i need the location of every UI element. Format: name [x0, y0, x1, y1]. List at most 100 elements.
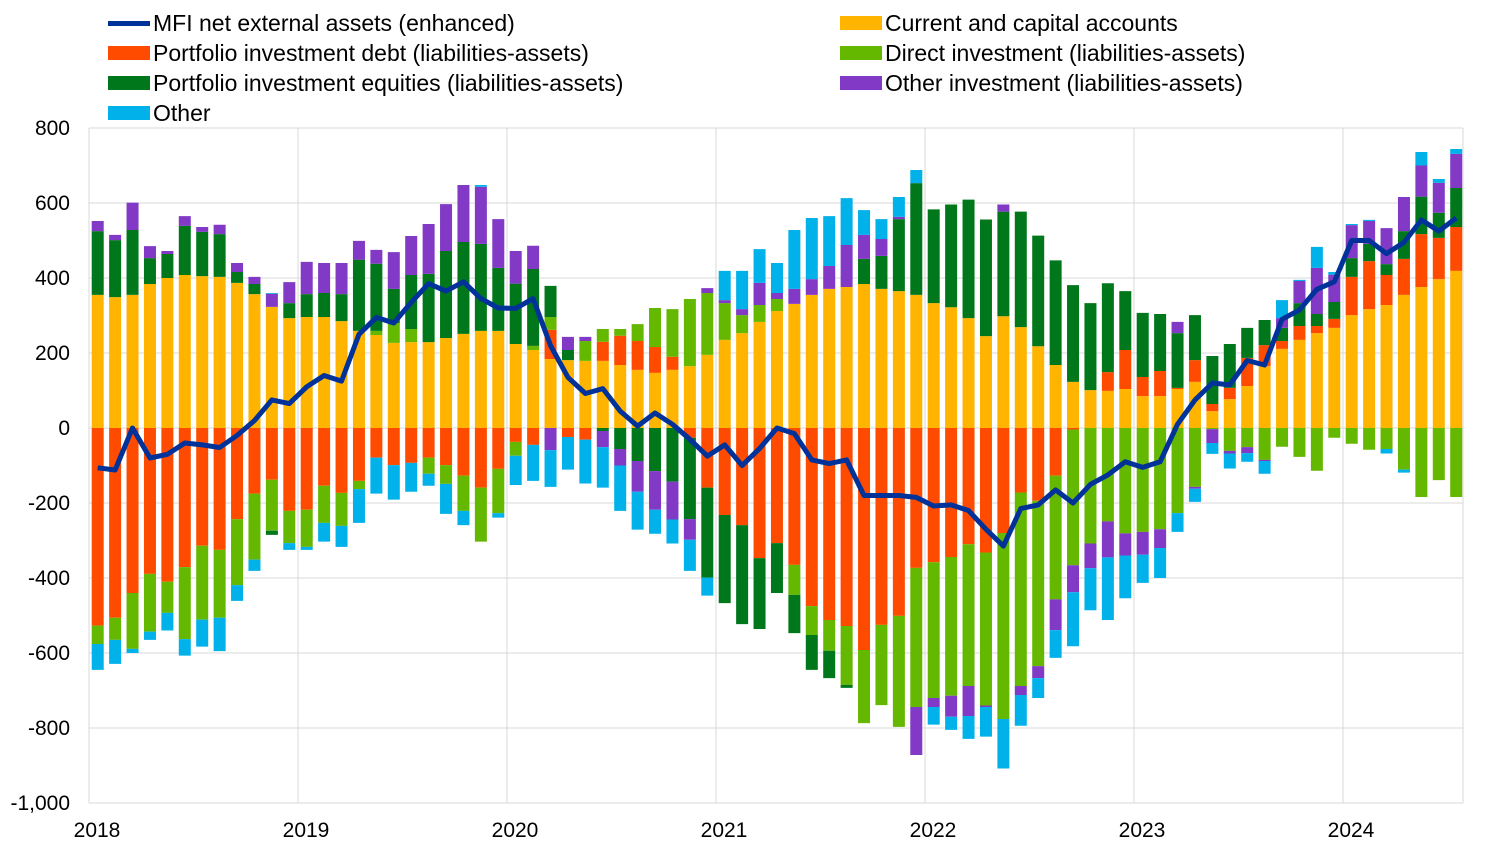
bar-segment	[1276, 348, 1289, 428]
bar-segment	[683, 519, 696, 540]
bar-segment	[927, 303, 940, 428]
bar-segment	[805, 635, 818, 670]
bar-segment	[248, 493, 261, 560]
bar-segment	[875, 239, 888, 256]
bar-segment	[910, 707, 923, 755]
bar-segment	[457, 242, 470, 334]
x-tick-label: 2022	[910, 819, 957, 842]
legend-item-pi-equities: Portfolio investment equities (liabiliti…	[108, 69, 623, 97]
bar-segment	[945, 716, 958, 730]
bar-segment	[1450, 270, 1463, 428]
y-tick-label: 400	[35, 267, 70, 290]
bar-segment	[1171, 513, 1184, 532]
bar-segment	[701, 577, 714, 596]
bar-segment	[823, 620, 836, 651]
bar-segment	[561, 350, 574, 361]
bar-segment	[1380, 428, 1393, 449]
bar-segment	[422, 457, 435, 474]
bar-segment	[1049, 260, 1062, 365]
x-tick-label: 2021	[701, 819, 748, 842]
bar-segment	[614, 335, 627, 365]
bar-segment	[370, 249, 383, 264]
bar-segment	[910, 183, 923, 295]
bar-segment	[579, 341, 592, 361]
bar-segment	[91, 428, 104, 626]
bar-segment	[1119, 350, 1132, 389]
bar-segment	[1136, 377, 1149, 397]
bar-segment	[231, 428, 244, 520]
bar-segment	[1206, 429, 1219, 443]
bar-segment	[701, 487, 714, 578]
legend-label: Portfolio investment debt (liabilities-a…	[153, 39, 589, 66]
bar-segment	[161, 581, 174, 613]
bar-segment	[126, 202, 139, 230]
bar-segment	[300, 294, 313, 317]
legend-item-other-investment: Other investment (liabilities-assets)	[840, 69, 1243, 97]
bar-segment	[1032, 500, 1045, 667]
bar-segment	[213, 617, 226, 652]
bar-segment	[683, 428, 696, 438]
bar-segment	[1032, 666, 1045, 679]
bar-segment	[370, 330, 383, 335]
bar-segment	[126, 593, 139, 649]
bar-segment	[283, 428, 296, 511]
bar-segment	[1328, 327, 1341, 428]
bar-segment	[1136, 531, 1149, 555]
bar-segment	[649, 471, 662, 510]
bar-segment	[1450, 227, 1463, 271]
bar-segment	[457, 475, 470, 511]
bar-segment	[1136, 396, 1149, 428]
bar-segment	[1136, 312, 1149, 377]
bar-segment	[492, 513, 505, 518]
bar-segment	[596, 431, 609, 448]
bar-segment	[561, 437, 574, 470]
bar-segment	[1363, 243, 1376, 262]
x-tick-label: 2019	[283, 819, 330, 842]
bar-segment	[979, 428, 992, 553]
bar-segment	[422, 428, 435, 458]
bar-segment	[631, 491, 644, 530]
bar-segment	[352, 259, 365, 331]
bar-segment	[788, 303, 801, 428]
bar-segment	[1136, 428, 1149, 532]
bar-segment	[788, 288, 801, 304]
bar-segment	[1067, 592, 1080, 647]
bar-segment	[492, 267, 505, 331]
bar-segment	[1101, 283, 1114, 373]
bar-segment	[997, 316, 1010, 428]
bar-segment	[161, 254, 174, 278]
bar-segment	[1241, 453, 1254, 462]
bar-segment	[1188, 428, 1201, 487]
bar-segment	[1415, 165, 1428, 197]
bar-segment	[352, 489, 365, 523]
bar-segment	[544, 359, 557, 428]
legend-label: Current and capital accounts	[885, 9, 1178, 36]
bar-segment	[370, 263, 383, 331]
bar-segment	[666, 369, 679, 428]
bar-segment	[440, 428, 453, 466]
bar-segment	[1397, 469, 1410, 473]
bar-segment	[335, 492, 348, 526]
bar-segment	[91, 294, 104, 428]
bar-segment	[509, 344, 522, 428]
bar-segment	[596, 447, 609, 488]
x-axis: 2018 2019 2020 2021 2022 2023 2024	[74, 819, 1375, 842]
bar-segment	[370, 457, 383, 494]
bar-segment	[1171, 321, 1184, 334]
bar-segment	[1276, 341, 1289, 349]
bar-segment	[718, 303, 731, 340]
legend-swatch	[840, 76, 882, 90]
bar-segment	[979, 707, 992, 737]
bar-segment	[387, 342, 400, 428]
bar-segment	[109, 240, 122, 298]
bar-segment	[126, 230, 139, 295]
bar-segment	[736, 333, 749, 428]
bar-segment	[1206, 443, 1219, 454]
bar-segment	[736, 270, 749, 310]
bar-segment	[126, 428, 139, 593]
bar-segment	[527, 345, 540, 350]
bar-segment	[753, 282, 766, 305]
bar-segment	[474, 185, 487, 187]
bar-segment	[283, 303, 296, 319]
